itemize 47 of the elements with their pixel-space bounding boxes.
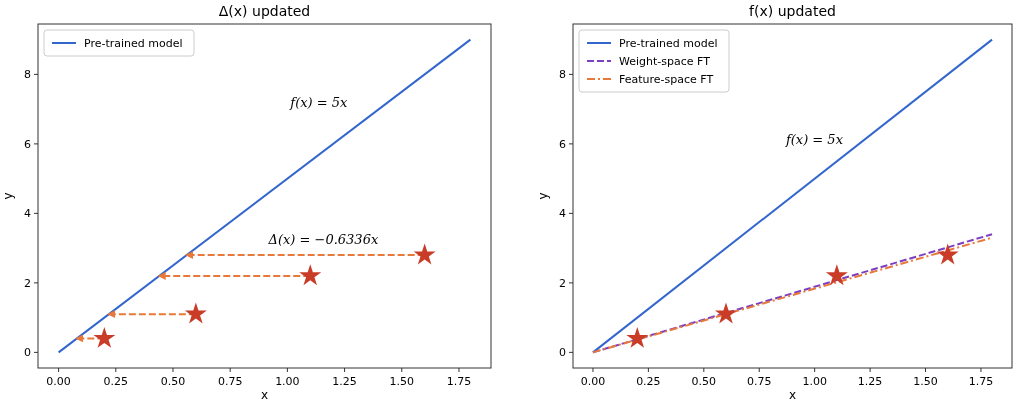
- annotation: f(x) = 5x: [784, 132, 844, 148]
- x-tick-label: 0.50: [160, 375, 186, 388]
- y-tick-label: 0: [559, 346, 566, 360]
- x-tick-label: 1.75: [446, 375, 472, 388]
- point: [184, 302, 207, 324]
- point: [825, 264, 848, 286]
- chart-title: f(x) updated: [749, 3, 836, 19]
- y-tick-label: 4: [559, 207, 566, 221]
- y-tick-label: 2: [559, 276, 566, 290]
- annotation: f(x) = 5x: [289, 94, 349, 110]
- x-tick-label: 1.25: [857, 375, 883, 388]
- x-tick-label: 0.00: [46, 375, 71, 388]
- legend-label: Feature-space FT: [619, 73, 714, 86]
- y-tick-label: 6: [559, 137, 566, 151]
- point: [936, 243, 959, 265]
- legend-label: Weight-space FT: [619, 55, 711, 68]
- x-axis-title: x: [788, 388, 797, 402]
- y-axis-title: y: [536, 192, 550, 200]
- y-tick-label: 4: [24, 207, 31, 221]
- point: [626, 326, 649, 348]
- x-tick-label: 1.00: [802, 375, 827, 388]
- point: [413, 243, 436, 265]
- legend-label: Pre-trained model: [84, 37, 183, 50]
- y-tick-label: 2: [24, 276, 31, 290]
- y-tick-label: 8: [559, 68, 566, 82]
- x-tick-label: 1.50: [913, 375, 938, 388]
- x-axis-title: x: [260, 388, 269, 402]
- chart-title: Δ(x) updated: [218, 3, 311, 19]
- y-tick-label: 0: [24, 346, 31, 360]
- x-tick-label: 1.50: [389, 375, 415, 388]
- y-tick-label: 6: [24, 137, 31, 151]
- x-tick-label: 1.00: [275, 375, 300, 388]
- y-axis-title: y: [1, 192, 15, 200]
- point: [93, 326, 116, 348]
- x-tick-label: 0.50: [691, 375, 717, 388]
- point: [299, 264, 322, 286]
- legend-label: Pre-trained model: [619, 37, 718, 50]
- x-tick-label: 0.25: [636, 375, 661, 388]
- y-tick-label: 8: [24, 68, 31, 82]
- x-tick-label: 0.00: [580, 375, 606, 388]
- annotation: Δ(x) = −0.6336x: [267, 232, 379, 248]
- x-tick-label: 0.75: [217, 375, 243, 388]
- point: [714, 302, 737, 324]
- x-tick-label: 1.75: [968, 375, 994, 388]
- x-tick-label: 0.25: [103, 375, 129, 388]
- x-tick-label: 0.75: [746, 375, 772, 388]
- x-tick-label: 1.25: [332, 375, 357, 388]
